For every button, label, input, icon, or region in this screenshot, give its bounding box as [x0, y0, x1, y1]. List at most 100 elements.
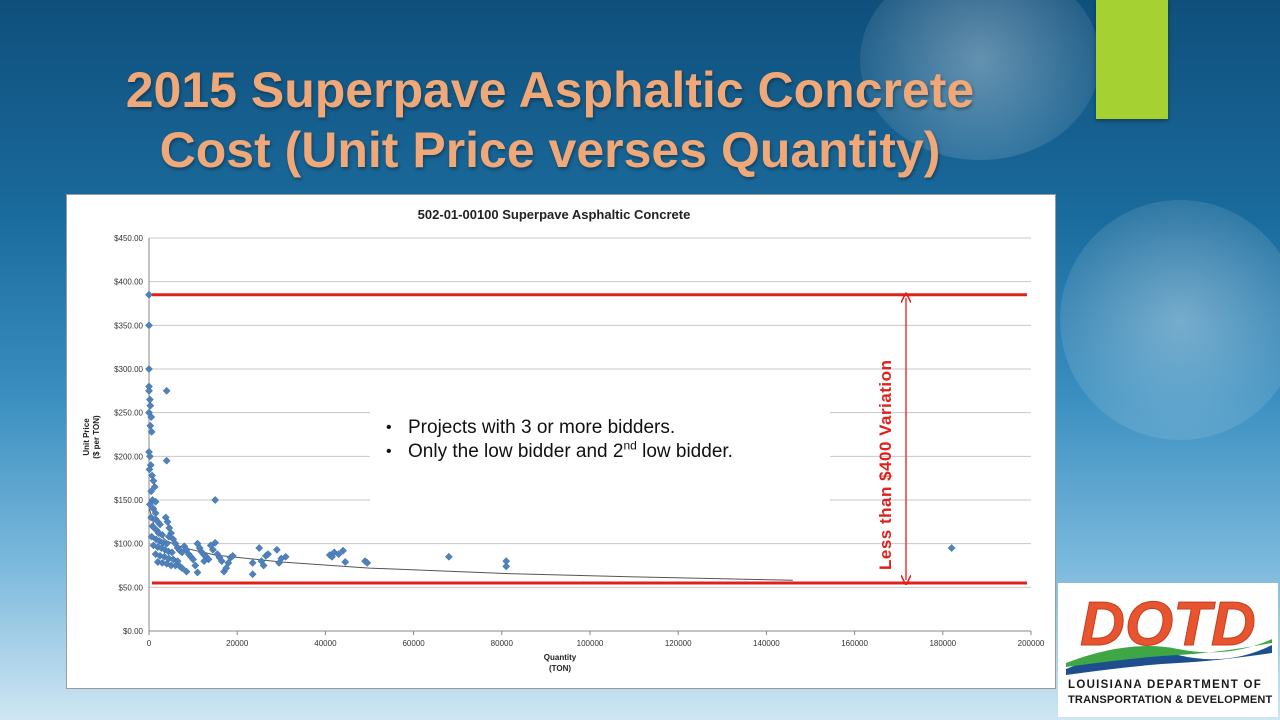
data-points [145, 290, 956, 579]
data-point [146, 421, 155, 430]
x-axis-label: Quantity [544, 653, 577, 662]
data-point [151, 497, 160, 506]
data-point [147, 487, 156, 496]
y-tick-label: $100.00 [114, 540, 143, 549]
accent-bar [1096, 0, 1168, 119]
data-point [169, 555, 178, 564]
x-tick-label: 100000 [577, 639, 604, 648]
x-tick-label: 200000 [1018, 639, 1045, 648]
data-point [145, 500, 154, 509]
data-point [167, 548, 176, 557]
data-point [145, 386, 153, 395]
y-tick-label: $250.00 [114, 409, 143, 418]
data-point [444, 552, 453, 561]
data-point [152, 535, 161, 544]
data-point [259, 561, 268, 570]
data-point [154, 529, 163, 538]
y-tick-label: $150.00 [114, 496, 143, 505]
data-point [164, 532, 173, 541]
data-point [147, 532, 156, 541]
data-point [145, 321, 153, 330]
note-item: Projects with 3 or more bidders. [386, 416, 830, 440]
data-point [248, 558, 257, 567]
scatter-chart: $0.00 $50.00 $100.00 $150.00 $200.00 $250.00 $… [82, 207, 1045, 673]
data-point [145, 452, 154, 461]
background-glow [1060, 200, 1280, 440]
note-text: Only the low bidder and 2 [408, 441, 624, 462]
data-point [272, 545, 281, 554]
data-point [155, 537, 164, 546]
background-glow [860, 0, 1100, 160]
data-point [163, 517, 172, 526]
variation-label: Less than $400 Variation [876, 359, 895, 570]
y-tick-label: $350.00 [114, 321, 143, 330]
data-point [160, 552, 169, 561]
trendline [148, 508, 793, 581]
data-point [339, 546, 347, 555]
slide-title: 2015 Superpave Asphaltic Concrete Cost (… [30, 60, 1070, 180]
data-point [193, 568, 202, 577]
note-text: Projects with 3 or more bidders. [408, 417, 676, 438]
x-axis-label-unit: (TON) [549, 664, 571, 673]
data-point [145, 365, 153, 373]
data-point [153, 558, 162, 566]
logo-text-line-1: LOUISIANA DEPARTMENT OF [1068, 679, 1263, 691]
x-tick-label: 160000 [841, 639, 868, 648]
data-point [147, 513, 156, 522]
y-axis-label: Unit Price [82, 418, 91, 456]
data-point [228, 551, 237, 560]
x-tick-label: 140000 [753, 639, 780, 648]
data-point [146, 401, 155, 410]
data-point [281, 552, 290, 561]
data-point [255, 544, 264, 552]
data-point [147, 427, 156, 436]
data-point [264, 550, 273, 559]
data-point [248, 570, 257, 579]
logo-road-swoosh [1066, 645, 1272, 675]
y-axis-label-unit: ($ per TON) [92, 415, 101, 459]
chart-title: 502-01-00100 Superpave Asphaltic Concret… [418, 207, 691, 222]
data-point [162, 456, 171, 465]
x-tick-label: 180000 [929, 639, 956, 648]
data-point [162, 386, 171, 395]
data-point [947, 544, 956, 552]
data-point [217, 557, 226, 566]
y-tick-label: $450.00 [114, 234, 143, 243]
data-point [211, 538, 220, 547]
data-point [191, 561, 200, 570]
x-tick-label: 20000 [226, 639, 249, 648]
data-point [150, 482, 159, 491]
data-point [145, 395, 154, 404]
x-tick-label: 0 [147, 639, 152, 648]
x-tick-label: 120000 [665, 639, 692, 648]
x-tick-label: 60000 [402, 639, 425, 648]
data-point [189, 555, 198, 564]
data-point [145, 465, 154, 474]
x-tick-label: 40000 [314, 639, 337, 648]
data-point [162, 539, 171, 548]
logo-text-line-2: TRANSPORTATION & DEVELOPMENT [1068, 694, 1273, 706]
dotd-logo: DOTD LOUISIANA DEPARTMENT OF TRANSPORTAT… [1058, 583, 1278, 717]
data-point [156, 520, 164, 529]
data-point [147, 413, 156, 421]
note-item: Only the low bidder and 2nd low bidder. [386, 438, 830, 464]
data-point [182, 567, 191, 576]
data-point [502, 562, 511, 571]
data-point [224, 558, 233, 567]
y-tick-label: $300.00 [114, 365, 143, 374]
logo-road-stripe [1066, 639, 1272, 667]
data-point [178, 564, 187, 573]
note-text: low bidder. [636, 441, 733, 462]
note-superscript: nd [623, 438, 637, 453]
y-tick-label: $200.00 [114, 452, 143, 461]
data-point [208, 545, 217, 554]
y-tick-label: $400.00 [114, 278, 143, 287]
axis-ticks: $0.00 $50.00 $100.00 $150.00 $200.00 $250.00 $… [114, 234, 1045, 648]
title-line-2: Cost (Unit Price verses Quantity) [159, 122, 941, 178]
data-point [200, 557, 209, 566]
logo-graphic: DOTD [1066, 590, 1272, 675]
y-tick-label: $50.00 [119, 583, 144, 592]
notes-list: Projects with 3 or more bidders. Only th… [370, 410, 830, 464]
data-point [151, 550, 160, 559]
y-tick-label: $0.00 [123, 627, 144, 636]
